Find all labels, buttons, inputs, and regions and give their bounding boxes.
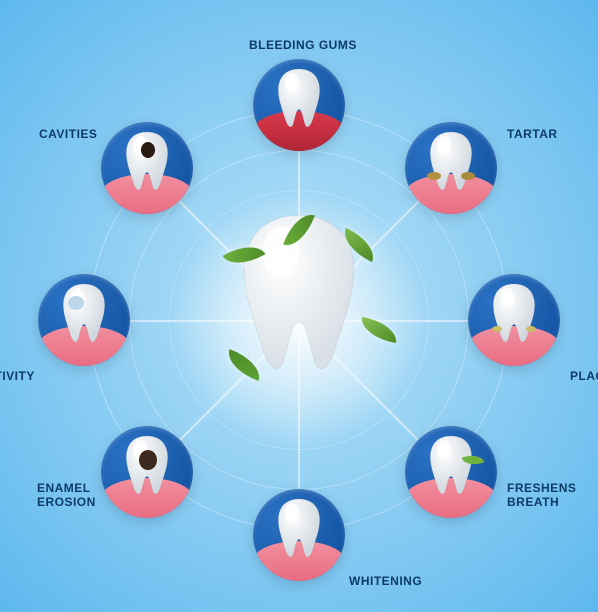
tooth-icon (424, 130, 478, 199)
label-sensitivity: SENSITIVITY (0, 370, 35, 384)
condition-node-plaque (468, 274, 560, 366)
tooth-icon (272, 497, 326, 566)
tooth-icon (57, 282, 111, 351)
condition-node-sensitivity (38, 274, 130, 366)
label-whitening: WHITENING (349, 575, 422, 589)
condition-node-enamel-erosion (101, 426, 193, 518)
decor-spot (139, 450, 157, 470)
decor-spot (68, 296, 84, 310)
label-plaque: PLAQUE (570, 370, 598, 384)
tooth-icon (424, 434, 478, 503)
label-freshens-breath: FRESHENS BREATH (507, 482, 576, 510)
condition-node-whitening (253, 489, 345, 581)
decor-spot (461, 172, 475, 180)
condition-node-freshens-breath (405, 426, 497, 518)
decor-spot (492, 326, 502, 332)
tooth-icon (272, 67, 326, 136)
tooth-icon (487, 282, 541, 351)
tooth-icon (120, 130, 174, 199)
condition-node-tartar (405, 122, 497, 214)
decor-spot (427, 172, 441, 180)
condition-node-bleeding-gums (253, 59, 345, 151)
condition-node-cavities (101, 122, 193, 214)
dental-infographic: BLEEDING GUMS TARTAR PLAQUE FRESHENS B (0, 0, 598, 612)
label-enamel-erosion: ENAMEL EROSION (37, 482, 96, 510)
decor-spot (141, 142, 155, 158)
label-bleeding-gums: BLEEDING GUMS (249, 39, 357, 53)
label-tartar: TARTAR (507, 128, 558, 142)
decor-spot (526, 326, 536, 332)
label-cavities: CAVITIES (39, 128, 97, 142)
